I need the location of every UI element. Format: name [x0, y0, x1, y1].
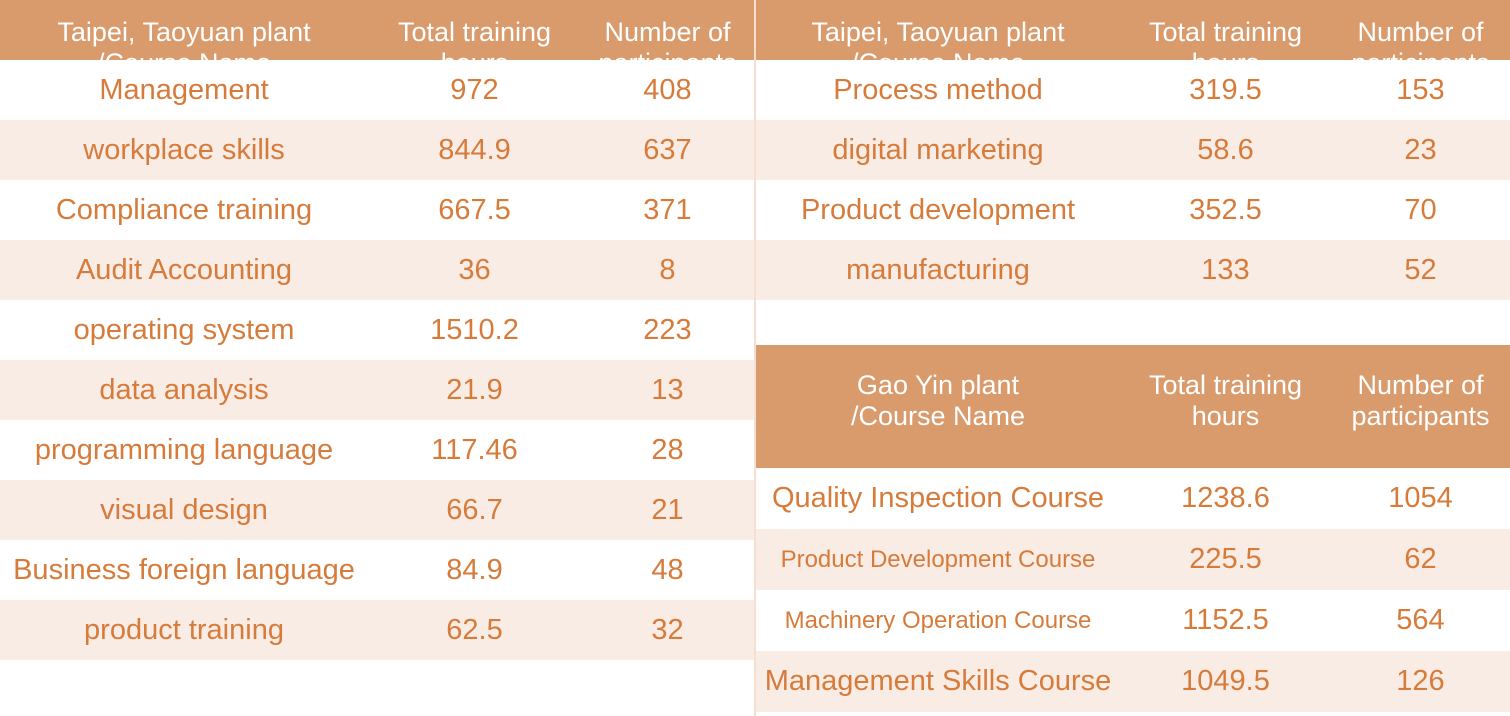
- course-name: Machinery Operation Course: [756, 590, 1120, 651]
- gaoyin-table: Quality Inspection Course 1238.6 1054 Pr…: [756, 468, 1510, 712]
- participants: 70: [1331, 180, 1510, 240]
- total-hours: 58.6: [1122, 120, 1329, 180]
- course-name: Product Development Course: [756, 529, 1120, 590]
- total-hours: 117.46: [370, 420, 579, 480]
- course-name: Compliance training: [0, 180, 368, 240]
- header-participants: Number of participants: [1331, 345, 1510, 468]
- participants: 637: [581, 120, 754, 180]
- course-name: digital marketing: [756, 120, 1120, 180]
- participants: 23: [1331, 120, 1510, 180]
- course-name: Management: [0, 60, 368, 120]
- course-name: workplace skills: [0, 120, 368, 180]
- participants: 28: [581, 420, 754, 480]
- participants: 21: [581, 480, 754, 540]
- course-name: product training: [0, 600, 368, 660]
- course-name: Quality Inspection Course: [756, 468, 1120, 529]
- total-hours: 1152.5: [1122, 590, 1329, 651]
- participants: 564: [1331, 590, 1510, 651]
- total-hours: 352.5: [1122, 180, 1329, 240]
- total-hours: 667.5: [370, 180, 579, 240]
- participants: 223: [581, 300, 754, 360]
- total-hours: 36: [370, 240, 579, 300]
- participants: 32: [581, 600, 754, 660]
- course-name: Business foreign language: [0, 540, 368, 600]
- participants: 126: [1331, 651, 1510, 712]
- participants: 48: [581, 540, 754, 600]
- taipei-right-table: Taipei, Taoyuan plant /Course Name Total…: [756, 0, 1510, 300]
- course-name: programming language: [0, 420, 368, 480]
- total-hours: 225.5: [1122, 529, 1329, 590]
- total-hours: 1049.5: [1122, 651, 1329, 712]
- course-name: data analysis: [0, 360, 368, 420]
- participants: 62: [1331, 529, 1510, 590]
- total-hours: 66.7: [370, 480, 579, 540]
- gaoyin-header-row: Gao Yin plant /Course Name Total trainin…: [756, 345, 1510, 468]
- participants: 408: [581, 60, 754, 120]
- taipei-left-table: Taipei, Taoyuan plant /Course Name Total…: [0, 0, 754, 660]
- total-hours: 972: [370, 60, 579, 120]
- participants: 153: [1331, 60, 1510, 120]
- course-name: operating system: [0, 300, 368, 360]
- total-hours: 84.9: [370, 540, 579, 600]
- total-hours: 844.9: [370, 120, 579, 180]
- total-hours: 319.5: [1122, 60, 1329, 120]
- course-name: Audit Accounting: [0, 240, 368, 300]
- participants: 52: [1331, 240, 1510, 300]
- total-hours: 1238.6: [1122, 468, 1329, 529]
- participants: 1054: [1331, 468, 1510, 529]
- total-hours: 21.9: [370, 360, 579, 420]
- participants: 8: [581, 240, 754, 300]
- panel-divider: [754, 0, 756, 716]
- total-hours: 62.5: [370, 600, 579, 660]
- course-name: Management Skills Course: [756, 651, 1120, 712]
- total-hours: 133: [1122, 240, 1329, 300]
- participants: 371: [581, 180, 754, 240]
- total-hours: 1510.2: [370, 300, 579, 360]
- course-name: Process method: [756, 60, 1120, 120]
- course-name: Product development: [756, 180, 1120, 240]
- header-course-name: Gao Yin plant /Course Name: [756, 345, 1120, 468]
- participants: 13: [581, 360, 754, 420]
- course-name: manufacturing: [756, 240, 1120, 300]
- header-total-hours: Total training hours: [1122, 345, 1329, 468]
- course-name: visual design: [0, 480, 368, 540]
